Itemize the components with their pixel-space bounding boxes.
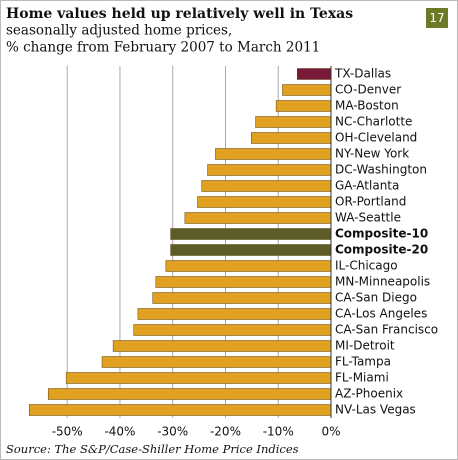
category-label: CA-Los Angeles <box>335 307 427 321</box>
category-label: CA-San Francisco <box>335 323 438 337</box>
bar <box>165 260 332 272</box>
bar <box>207 164 332 176</box>
bar <box>47 388 332 400</box>
x-tick-label: -30% <box>157 425 188 439</box>
category-label: MA-Boston <box>335 99 399 113</box>
category-label: FL-Miami <box>335 371 389 385</box>
x-tick-label: -40% <box>104 425 135 439</box>
category-label: OH-Cleveland <box>335 131 417 145</box>
bar <box>133 324 332 336</box>
bar <box>215 148 332 160</box>
bar <box>152 292 332 304</box>
bar <box>65 372 332 384</box>
bar <box>170 244 332 256</box>
chart-title: Home values held up relatively well in T… <box>6 6 353 22</box>
category-label: Composite-10 <box>335 227 428 241</box>
category-label: TX-Dallas <box>334 67 391 81</box>
x-tick-label: -20% <box>210 425 241 439</box>
bar <box>282 84 332 96</box>
category-label: CA-San Diego <box>335 291 417 305</box>
bar <box>201 180 332 192</box>
category-label: OR-Portland <box>335 195 406 209</box>
category-label: MN-Minneapolis <box>335 275 430 289</box>
category-label: AZ-Phoenix <box>335 387 403 401</box>
bar <box>255 116 332 128</box>
category-label: NY-New York <box>335 147 409 161</box>
badge <box>426 8 448 28</box>
subtitle: % change from February 2007 to March 201… <box>6 40 320 56</box>
subtitle: seasonally adjusted home prices, <box>6 23 232 39</box>
bar <box>28 404 332 416</box>
category-label: DC-Washington <box>335 163 427 177</box>
category-label: GA-Atlanta <box>335 179 399 193</box>
x-tick-label: -10% <box>263 425 294 439</box>
bar <box>112 340 332 352</box>
category-label: NC-Charlotte <box>335 115 412 129</box>
source: Source: The S&P/Case-Shiller Home Price … <box>6 442 299 456</box>
bar <box>251 132 332 144</box>
badge-text: 17 <box>429 11 444 25</box>
x-tick-label: 0% <box>321 425 340 439</box>
bar <box>184 212 332 224</box>
category-label: CO-Denver <box>335 83 401 97</box>
category-label: IL-Chicago <box>335 259 398 273</box>
category-label: Composite-20 <box>335 243 428 257</box>
x-tick-label: -50% <box>52 425 83 439</box>
category-label: FL-Tampa <box>335 355 391 369</box>
bar <box>275 100 332 112</box>
bar <box>101 356 332 368</box>
bar <box>155 276 332 288</box>
bar <box>197 196 332 208</box>
category-label: MI-Detroit <box>335 339 395 353</box>
category-label: WA-Seattle <box>335 211 401 225</box>
bar <box>170 228 332 240</box>
bar <box>296 68 332 80</box>
bar <box>137 308 332 320</box>
category-label: NV-Las Vegas <box>335 403 416 417</box>
